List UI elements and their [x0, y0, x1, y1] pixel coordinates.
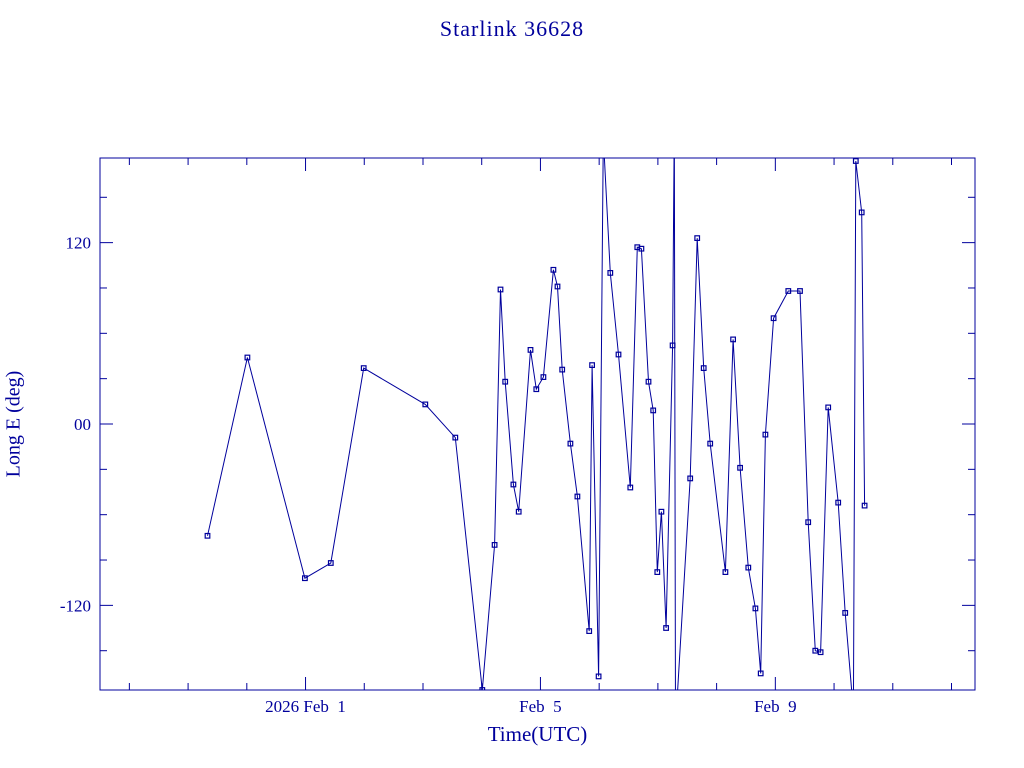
data-marker	[687, 475, 694, 482]
data-marker	[745, 564, 752, 571]
data-marker	[852, 158, 859, 164]
data-marker	[360, 365, 367, 371]
data-marker	[559, 366, 566, 373]
x-axis-label: Time(UTC)	[487, 722, 588, 746]
data-marker	[851, 709, 856, 714]
data-marker	[817, 649, 824, 656]
data-marker	[737, 464, 743, 471]
x-tick-label: Feb 9	[754, 697, 797, 716]
data-marker	[797, 288, 803, 294]
data-marker	[244, 354, 251, 361]
data-marker	[327, 560, 334, 566]
data-marker	[479, 687, 486, 690]
data-marker	[589, 362, 595, 368]
data-marker	[700, 365, 707, 371]
data-marker	[861, 502, 868, 509]
data-marker	[752, 605, 759, 612]
data-marker	[554, 283, 561, 290]
data-marker	[607, 270, 614, 276]
data-marker	[533, 386, 540, 393]
data-marker	[730, 336, 736, 343]
data-marker	[669, 342, 676, 349]
data-marker	[627, 484, 634, 491]
data-marker	[658, 508, 665, 515]
data-marker	[510, 481, 517, 488]
data-marker	[672, 119, 677, 124]
data-marker	[654, 569, 661, 575]
data-marker	[638, 245, 645, 252]
y-axis-label: Long E (deg)	[2, 370, 25, 478]
data-line	[207, 158, 866, 690]
data-marker	[422, 401, 429, 408]
data-marker	[858, 209, 865, 216]
data-marker	[595, 673, 602, 680]
data-marker	[707, 440, 714, 447]
data-marker	[835, 499, 842, 506]
data-marker	[645, 378, 652, 385]
chart-title: Starlink 36628	[439, 16, 585, 41]
data-marker	[586, 628, 593, 634]
data-marker	[770, 315, 777, 322]
data-series	[204, 119, 868, 714]
y-tick-label: 120	[66, 234, 92, 253]
data-marker	[540, 374, 547, 380]
data-marker	[574, 493, 581, 500]
data-marker	[757, 670, 764, 677]
data-marker	[452, 434, 459, 441]
y-tick-label: -120	[60, 596, 91, 615]
data-marker	[805, 519, 812, 526]
data-marker	[497, 286, 504, 293]
data-marker	[650, 407, 657, 414]
data-marker	[491, 541, 498, 548]
data-marker	[515, 508, 522, 515]
data-marker	[842, 609, 849, 616]
data-marker	[722, 569, 729, 575]
data-marker	[825, 404, 832, 411]
data-marker	[615, 351, 622, 358]
data-marker	[502, 378, 509, 385]
data-marker	[601, 135, 606, 140]
data-marker	[812, 647, 819, 654]
data-marker	[785, 288, 792, 294]
x-tick-label: Feb 5	[519, 697, 562, 716]
data-marker	[302, 575, 308, 582]
x-tick-label: 2026 Feb 1	[265, 697, 346, 716]
data-marker	[550, 266, 557, 273]
data-marker	[527, 347, 534, 353]
y-tick-label: 00	[74, 415, 91, 434]
data-marker	[694, 235, 701, 242]
data-marker	[762, 431, 769, 438]
data-marker	[663, 625, 669, 631]
data-marker	[204, 532, 211, 539]
data-marker	[567, 440, 574, 447]
